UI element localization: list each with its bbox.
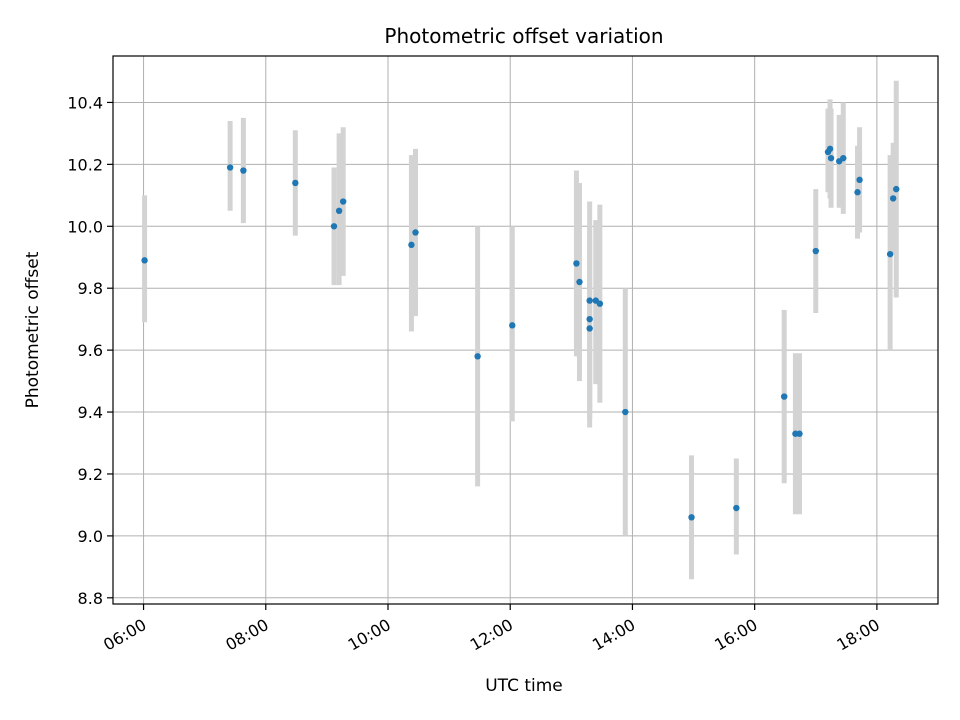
x-axis-ticks: 06:00 08:00 10:00 12:00 14:00 16:00 18:00 xyxy=(100,604,883,655)
chart-title: Photometric offset variation xyxy=(384,24,663,48)
data-point xyxy=(854,189,861,196)
y-tick-label: 9.2 xyxy=(78,465,103,484)
y-tick-label: 9.8 xyxy=(78,279,103,298)
x-tick-label: 06:00 xyxy=(100,615,149,655)
data-point xyxy=(893,185,900,193)
y-tick-label: 9.6 xyxy=(78,341,103,360)
y-tick-label: 10.0 xyxy=(67,217,103,236)
data-point xyxy=(596,300,604,307)
data-point xyxy=(886,250,894,258)
data-point xyxy=(622,408,629,416)
data-point xyxy=(586,297,593,304)
y-axis-title: Photometric offset xyxy=(23,251,43,408)
y-tick-label: 9.4 xyxy=(78,403,103,422)
data-point xyxy=(840,154,847,162)
data-point xyxy=(509,322,516,329)
data-point xyxy=(474,353,481,360)
y-axis-ticks: 8.8 9.0 9.2 9.4 9.6 9.8 10.0 10.2 10.4 xyxy=(67,93,113,608)
data-point xyxy=(586,325,593,332)
data-point xyxy=(330,223,338,230)
data-point xyxy=(826,145,834,153)
data-point xyxy=(856,176,863,184)
y-tick-label: 8.8 xyxy=(78,589,103,608)
x-tick-label: 18:00 xyxy=(833,615,882,655)
data-point xyxy=(240,167,247,174)
x-tick-label: 10:00 xyxy=(345,615,394,655)
x-tick-label: 14:00 xyxy=(589,615,638,655)
x-tick-label: 16:00 xyxy=(711,615,760,655)
data-point xyxy=(292,179,299,187)
x-tick-label: 12:00 xyxy=(467,615,516,655)
grid-lines xyxy=(113,56,938,604)
data-point xyxy=(576,278,583,286)
data-point xyxy=(573,260,580,267)
data-point xyxy=(827,154,835,162)
y-tick-label: 9.0 xyxy=(78,527,103,546)
data-point xyxy=(812,247,819,255)
data-points xyxy=(141,145,900,521)
y-tick-label: 10.4 xyxy=(67,93,103,112)
data-point xyxy=(141,257,148,264)
data-point xyxy=(339,198,347,205)
data-point xyxy=(335,207,343,215)
data-point xyxy=(688,514,695,521)
data-point xyxy=(733,504,740,512)
plot-area xyxy=(113,56,938,604)
y-tick-label: 10.2 xyxy=(67,155,103,174)
plot-frame xyxy=(112,55,939,605)
data-point xyxy=(796,430,803,437)
data-point xyxy=(408,241,415,249)
data-point xyxy=(586,315,593,323)
data-point xyxy=(889,195,897,202)
data-point xyxy=(226,164,234,171)
data-point xyxy=(412,229,419,236)
x-axis-title: UTC time xyxy=(485,676,563,696)
x-tick-label: 08:00 xyxy=(222,615,271,655)
data-point xyxy=(781,393,788,400)
